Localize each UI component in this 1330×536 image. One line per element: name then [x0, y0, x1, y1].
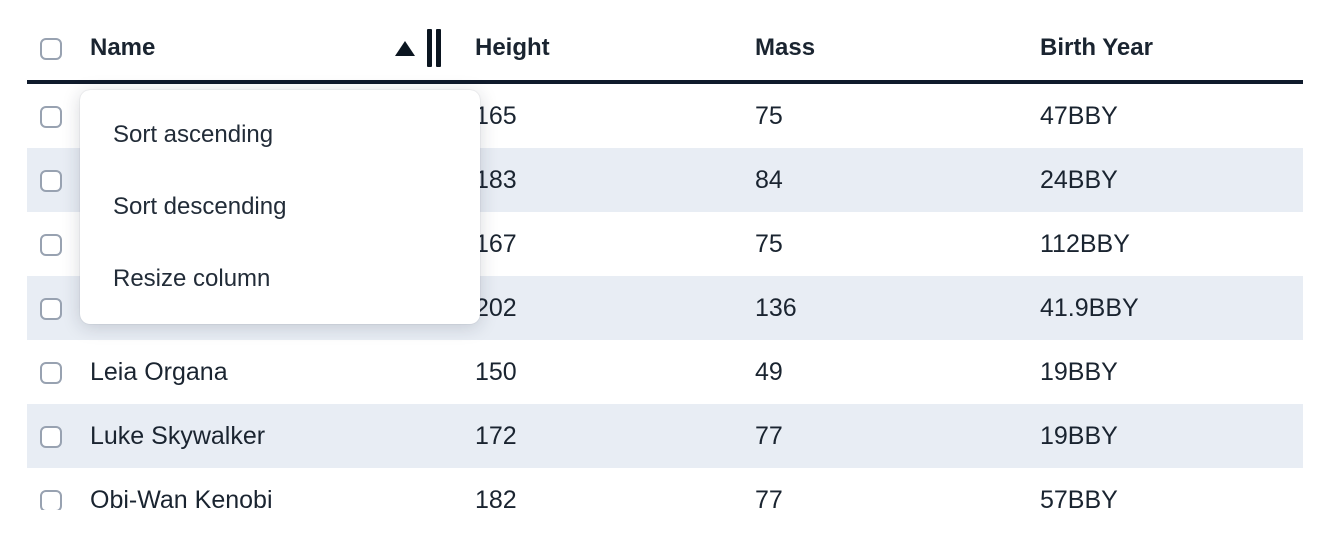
menu-item-resize-column[interactable]: Resize column: [113, 265, 271, 292]
cell-height: 183: [475, 165, 517, 194]
cell-mass: 75: [755, 229, 783, 258]
sort-ascending-icon: [395, 40, 415, 56]
column-header-height[interactable]: Height: [475, 34, 550, 61]
column-header-birth-year[interactable]: Birth Year: [1040, 34, 1153, 61]
cell-birth-year: 57BBY: [1040, 485, 1118, 511]
table-row[interactable]: Leia Organa 150 49 19BBY: [27, 340, 1303, 404]
column-header-name-label: Name: [90, 34, 156, 61]
cell-mass: 136: [755, 293, 797, 322]
row-checkbox[interactable]: [40, 425, 62, 448]
row-checkbox[interactable]: [40, 489, 62, 510]
row-checkbox[interactable]: [40, 169, 62, 192]
table-viewport: Name Height Mass Birth Year 165 75 47BBY…: [27, 0, 1303, 510]
cell-name: Luke Skywalker: [90, 421, 266, 450]
cell-birth-year: 19BBY: [1040, 357, 1118, 386]
row-checkbox[interactable]: [40, 297, 62, 320]
cell-birth-year: 24BBY: [1040, 165, 1118, 194]
menu-item-sort-ascending[interactable]: Sort ascending: [113, 121, 274, 148]
cell-height: 182: [475, 485, 517, 511]
cell-mass: 77: [755, 421, 783, 450]
cell-birth-year: 19BBY: [1040, 421, 1118, 450]
table-row[interactable]: Obi-Wan Kenobi 182 77 57BBY: [27, 468, 1303, 510]
cell-height: 150: [475, 357, 517, 386]
cell-name: Leia Organa: [90, 357, 228, 386]
row-checkbox[interactable]: [40, 233, 62, 256]
column-resize-handle[interactable]: [427, 29, 441, 67]
cell-name: Obi-Wan Kenobi: [90, 485, 273, 511]
row-checkbox[interactable]: [40, 105, 62, 128]
cell-birth-year: 47BBY: [1040, 101, 1118, 130]
cell-mass: 49: [755, 357, 783, 386]
cell-birth-year: 41.9BBY: [1040, 293, 1139, 322]
select-all-cell: [27, 34, 90, 62]
column-context-menu: Sort ascending Sort descending Resize co…: [80, 90, 480, 324]
table-row[interactable]: Luke Skywalker 172 77 19BBY: [27, 404, 1303, 468]
column-header-name[interactable]: Name: [90, 16, 475, 80]
cell-height: 202: [475, 293, 517, 322]
table-row[interactable]: 167 75 112BBY: [27, 212, 1303, 276]
cell-mass: 75: [755, 101, 783, 130]
cell-height: 165: [475, 101, 517, 130]
row-checkbox[interactable]: [40, 361, 62, 384]
select-all-checkbox[interactable]: [40, 37, 62, 60]
column-header-mass[interactable]: Mass: [755, 34, 816, 61]
cell-birth-year: 112BBY: [1040, 229, 1130, 258]
cell-mass: 84: [755, 165, 783, 194]
cell-height: 172: [475, 421, 517, 450]
cell-mass: 77: [755, 485, 783, 511]
cell-height: 167: [475, 229, 517, 258]
table-row[interactable]: 165 75 47BBY: [27, 84, 1303, 148]
menu-item-sort-descending[interactable]: Sort descending: [113, 193, 287, 220]
table-header-row: Name Height Mass Birth Year: [27, 0, 1303, 84]
